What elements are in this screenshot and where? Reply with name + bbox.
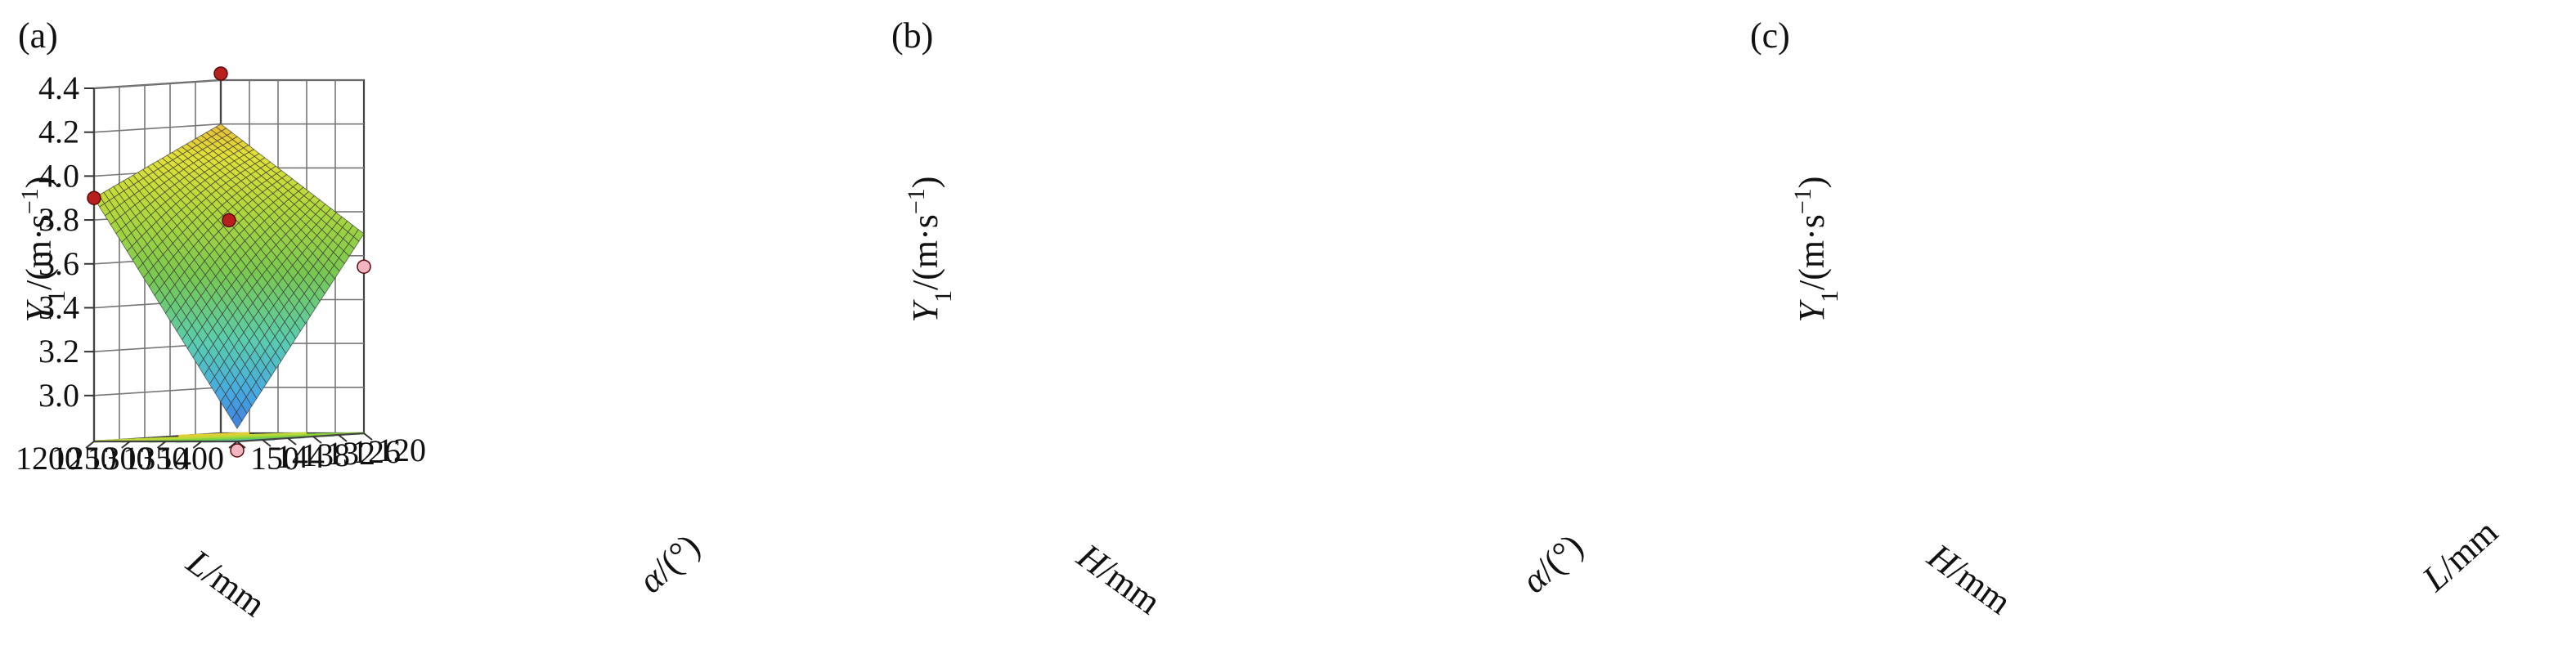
right-axis-title: L/mm xyxy=(2414,512,2506,599)
surface-plot-b: (b) 3.03.23.43.63.84.04.24.4400420440460… xyxy=(891,16,1591,622)
floor-edge xyxy=(236,432,365,443)
panel-label: (c) xyxy=(1750,16,1790,56)
left-tick-label: 1350 xyxy=(123,440,188,477)
right-tick-label: 132 xyxy=(326,435,375,472)
z-tick-label: 3.8 xyxy=(38,201,79,238)
design-point xyxy=(87,190,101,205)
right-tick-mark xyxy=(287,437,297,446)
right-tick-label: 120 xyxy=(377,432,426,468)
left-axis-title: L/mm xyxy=(179,541,273,625)
design-point xyxy=(230,443,245,458)
z-axis-title: Y1/(m·s−1) xyxy=(903,177,957,323)
z-axis-title: Y1/(m·s−1) xyxy=(1789,177,1843,323)
floor-contour xyxy=(178,432,250,437)
z-tick-label: 4.4 xyxy=(38,69,79,106)
left-tick-mark xyxy=(156,441,167,449)
right-tick-label: 144 xyxy=(276,438,325,475)
panel-label: (a) xyxy=(18,16,58,56)
right-axis-title: α/(°) xyxy=(1514,526,1591,601)
right-tick-mark xyxy=(312,436,322,444)
left-tick-label: 1400 xyxy=(159,440,224,477)
floor-contour xyxy=(93,432,307,443)
surface-plot-c: (c) 3.03.23.43.63.84.04.24.4400420440460… xyxy=(1750,16,2506,622)
left-tick-mark xyxy=(192,441,202,449)
left-tick-label: 1300 xyxy=(88,440,153,477)
z-tick-label: 3.6 xyxy=(38,245,79,282)
panel-label: (b) xyxy=(891,16,933,56)
left-tick-label: 1250 xyxy=(52,440,117,477)
right-axis-title: α/(°) xyxy=(631,526,707,601)
surface-plot-a: (a) 3.0 3.2 3.4 3.6 3.8 4.0 4.2 4.4 120012501300… xyxy=(16,16,707,625)
right-tick-label: 126 xyxy=(352,433,401,470)
z-tick-label: 4.0 xyxy=(38,157,79,194)
design-point xyxy=(222,213,236,228)
right-tick-mark xyxy=(262,439,272,447)
left-axis-title: H/mm xyxy=(1920,535,2019,622)
left-axis-title: H/mm xyxy=(1070,535,1169,622)
design-point xyxy=(357,259,371,274)
surface-patch xyxy=(231,411,243,429)
z-tick-label: 4.2 xyxy=(38,114,79,150)
z-tick-label: 3.2 xyxy=(38,333,79,370)
z-tick-label: 3.4 xyxy=(38,289,79,325)
right-tick-mark xyxy=(338,434,348,442)
right-tick-mark xyxy=(363,432,373,441)
left-tick-label: 1200 xyxy=(16,440,81,477)
design-point xyxy=(213,66,228,81)
left-tick-mark xyxy=(121,441,131,449)
right-tick-label: 150 xyxy=(250,440,299,477)
left-tick-mark xyxy=(85,441,95,449)
right-tick-label: 138 xyxy=(301,437,350,473)
z-axis-title: Y1/(m·s−1) xyxy=(16,177,70,323)
z-tick-label: 3.0 xyxy=(38,377,79,414)
z-gridline xyxy=(93,79,364,89)
